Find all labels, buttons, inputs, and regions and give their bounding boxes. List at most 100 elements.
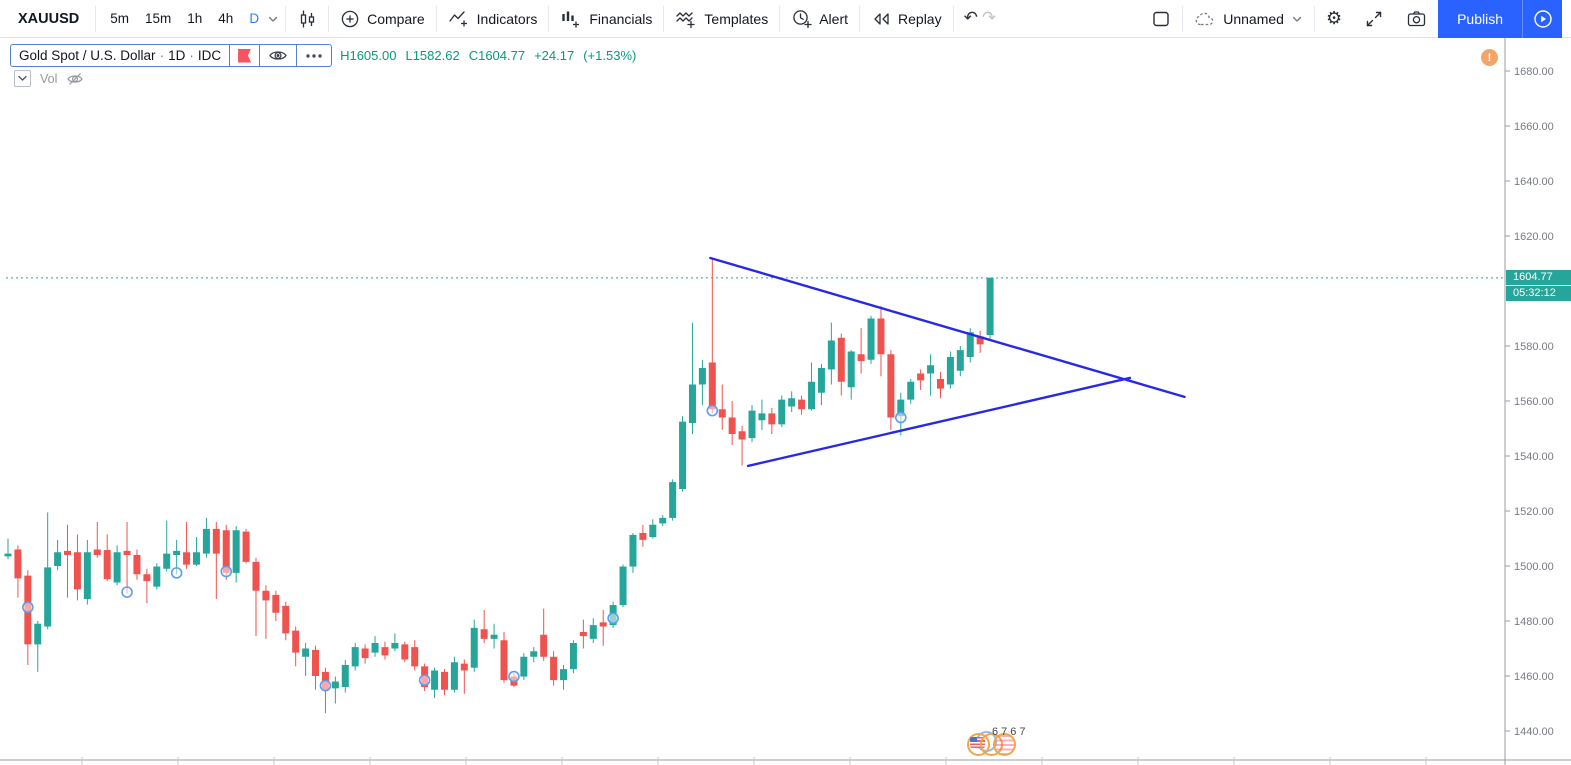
candle [381,647,389,656]
chart-style-button[interactable] [286,0,328,38]
symbol-button[interactable]: XAUUSD [0,0,95,38]
indicator-collapse-button[interactable] [14,70,31,87]
candle [728,417,736,434]
settings-button[interactable]: ⚙ [1315,0,1353,38]
redo-icon[interactable]: ↷ [981,8,997,28]
interval-1d-active[interactable]: D [249,11,260,26]
candle [411,647,419,667]
triangle-upper[interactable] [709,256,1186,399]
price-axis-label: 1460.00 [1514,671,1554,683]
eye-slash-icon[interactable] [66,72,84,86]
legend-symbol-title[interactable]: Gold Spot / U.S. Dollar · 1D · IDC [19,48,222,63]
candle [93,549,101,555]
candle [917,373,925,381]
candle [986,277,994,335]
candle [103,550,111,580]
save-layout-button[interactable]: Unnamed [1183,0,1314,38]
event-marker-circle [22,601,34,614]
indicators-button[interactable]: Indicators [437,0,549,38]
alert-clock-icon [791,8,812,29]
candle [351,647,359,667]
candlestick-style-icon [297,8,317,30]
candle [391,643,399,649]
interval-chevron-down-icon[interactable] [267,13,279,25]
layout-select-button[interactable] [1140,0,1182,38]
low-value: 1582.62 [412,48,460,63]
candle [718,409,726,418]
data-warning-icon[interactable]: ! [1481,49,1498,66]
watermark-digits: 6767 [992,726,1029,738]
candle [837,337,845,382]
candle [698,368,706,385]
legend-exchange: IDC [197,48,222,63]
candle [897,399,905,417]
history-group: ↶ ↷ [954,10,1007,27]
candle [808,381,816,410]
candle [738,431,746,440]
bar-countdown-label: 05:32:12 [1506,286,1571,301]
candle [530,651,538,657]
interval-4h[interactable]: 4h [218,11,234,26]
candle [847,351,855,388]
event-marker-circle [706,404,719,417]
symbol-label: XAUUSD [18,10,80,27]
candlestick-chart-canvas[interactable]: 1680.00 1660.00 1640.00 1620.00 1580.00 1560.… [0,38,1571,765]
price-axis-label: 1540.00 [1514,451,1554,463]
candle [302,648,310,657]
close-value: 1604.77 [478,48,526,63]
interval-5m[interactable]: 5m [110,11,129,26]
more-dots-icon [305,53,323,59]
high-value: 1605.00 [349,48,397,63]
financials-button[interactable]: Financials [549,0,663,38]
candle [798,399,806,410]
candle [669,482,677,518]
price-axis-label: 1440.00 [1514,726,1554,738]
candle [4,553,12,557]
layout-name-label: Unnamed [1223,10,1284,27]
more-options-button[interactable] [296,45,331,66]
plus-circle-icon [340,9,360,29]
snapshot-button[interactable] [1395,0,1438,38]
alert-button[interactable]: Alert [780,0,859,38]
compare-button[interactable]: Compare [329,0,436,38]
price-axis-label: 1620.00 [1514,231,1554,243]
candle [371,643,379,653]
price-axis-label: 1500.00 [1514,561,1554,573]
candle [192,552,200,565]
candle [887,354,895,418]
toggle-visibility-button[interactable] [259,45,296,66]
candle [113,552,121,583]
publish-button[interactable]: Publish [1438,0,1522,38]
interval-15m[interactable]: 15m [145,11,172,26]
candle [470,627,478,668]
symbol-full-name: Gold Spot / U.S. Dollar [19,48,156,63]
replay-button[interactable]: Replay [860,0,953,38]
candle [83,552,91,599]
candle [242,531,250,562]
fullscreen-button[interactable] [1353,0,1395,38]
gear-icon: ⚙ [1325,8,1343,29]
price-axis-label: 1660.00 [1514,121,1554,133]
candle [778,399,786,425]
flag-symbol-button[interactable] [229,45,259,66]
candle [569,643,577,670]
publish-menu-button[interactable] [1523,0,1562,38]
interval-1h[interactable]: 1h [187,11,203,26]
candle [183,552,191,565]
change-pct-value: (+1.53%) [583,48,637,63]
candle [222,530,230,573]
event-marker-circle [508,670,520,683]
candle [579,632,587,637]
templates-label: Templates [704,10,769,27]
candle [748,410,756,439]
templates-button[interactable]: Templates [664,0,779,38]
top-toolbar: XAUUSD 5m 15m 1h 4h D Compare [0,0,1571,38]
triangle-lower[interactable] [746,376,1132,468]
candle [14,549,22,579]
candle [292,630,300,653]
price-axis-label: 1480.00 [1514,616,1554,628]
undo-icon[interactable]: ↶ [963,8,978,28]
candle [431,670,439,690]
price-axis-label: 1520.00 [1514,506,1554,518]
candle [440,671,448,690]
